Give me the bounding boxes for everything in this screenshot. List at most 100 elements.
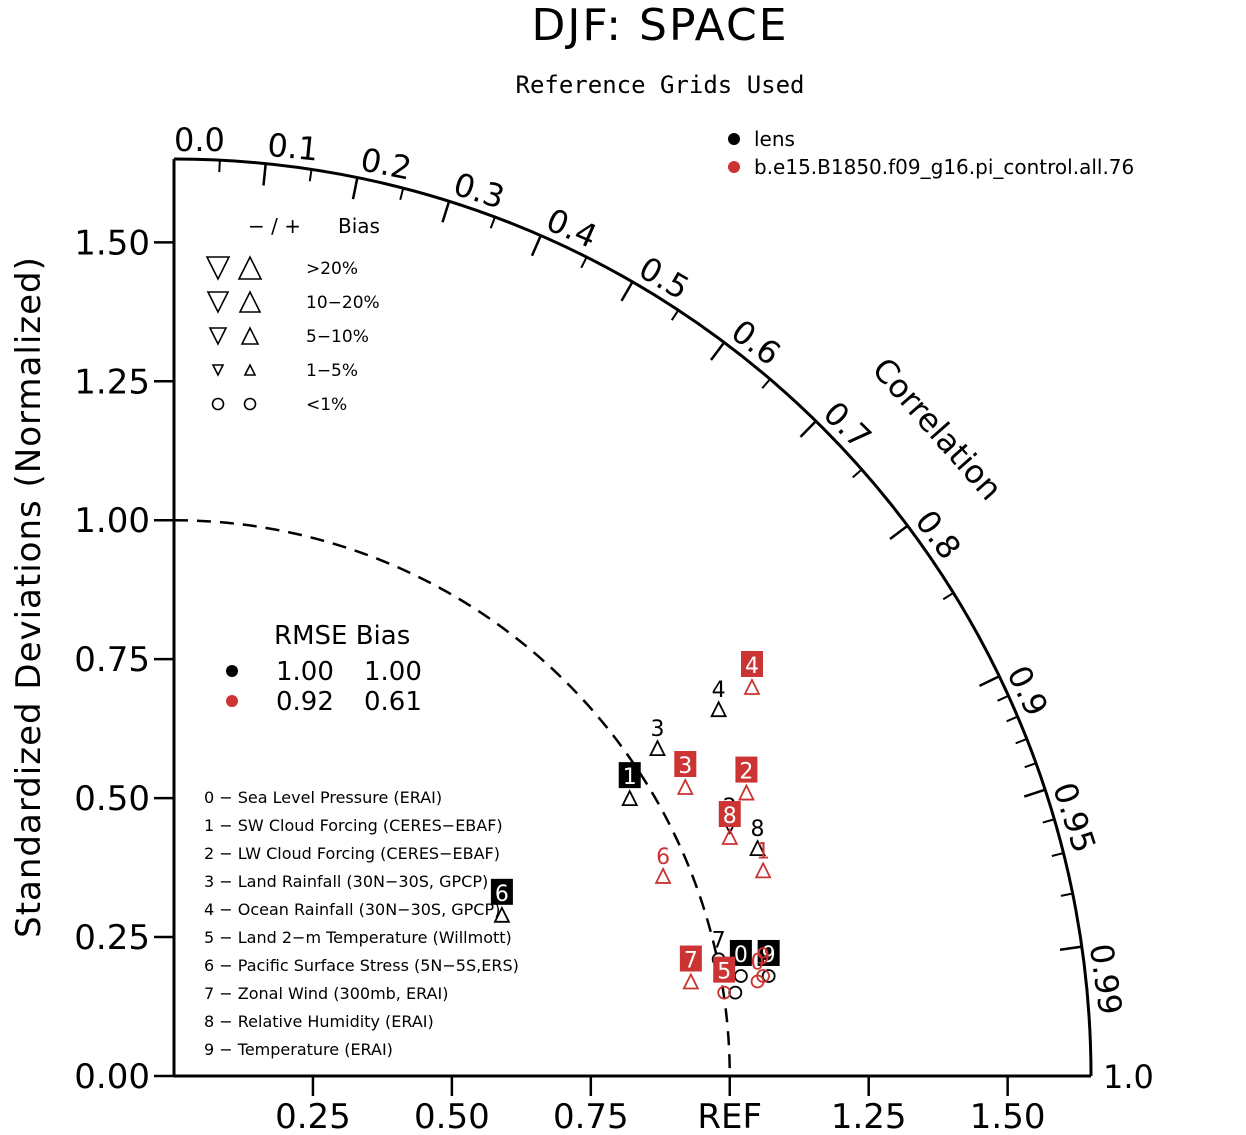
- bias-legend-row-label: >20%: [306, 259, 358, 279]
- point-marker: [654, 866, 672, 884]
- variable-entry: 6 − Pacific Surface Stress (5N−5S,ERS): [204, 956, 519, 975]
- legend-label: b.e15.B1850.f09_g16.pi_control.all.76: [754, 155, 1134, 179]
- y-tick-label: 0.50: [74, 779, 150, 819]
- rmse-row-dot: [226, 665, 238, 677]
- bias-down-triangle: [206, 291, 230, 314]
- chart-title: DJF: SPACE: [531, 0, 788, 51]
- point-marker: [721, 828, 739, 845]
- y-tick-label: 1.50: [74, 223, 150, 263]
- point-label: 8: [723, 804, 737, 829]
- chart-subtitle: Reference Grids Used: [516, 71, 805, 99]
- variable-entry: 1 − SW Cloud Forcing (CERES−EBAF): [204, 816, 503, 835]
- point-marker: [761, 969, 776, 983]
- corr-major-tick: [889, 524, 909, 540]
- point-label: 0: [734, 943, 748, 968]
- bias-up-triangle: [237, 255, 263, 280]
- bias-legend-row-label: 1−5%: [306, 361, 358, 381]
- axes: 0.000.250.500.751.001.251.500.25 0.50 0.75…: [74, 157, 1093, 1135]
- point-label-box: [713, 956, 736, 983]
- correlation-axis-label: Correlation: [865, 350, 1010, 507]
- point-label: 8: [751, 817, 765, 842]
- corr-minor-tick: [489, 216, 496, 229]
- corr-minor-tick: [1051, 852, 1064, 857]
- bias-legend-row-label: <1%: [306, 395, 347, 415]
- corr-major-tick: [530, 235, 542, 257]
- y-tick-label: 0.25: [74, 918, 150, 958]
- point-label-box: [729, 939, 752, 966]
- point-label: 5: [717, 960, 731, 985]
- corr-minor-tick: [218, 160, 221, 173]
- bias-down-triangle: [208, 327, 228, 346]
- point-label-box: [718, 801, 741, 828]
- legend-dot: [728, 161, 740, 173]
- corr-minor-tick: [1024, 762, 1037, 769]
- y-tick-label: 0.00: [74, 1057, 150, 1097]
- bias-legend-row-label: 10−20%: [306, 293, 380, 313]
- y-tick-label: 1.00: [74, 501, 150, 541]
- corr-minor-tick: [399, 187, 405, 200]
- x-tick-label: 1.25: [831, 1097, 907, 1135]
- variable-entry: 0 − Sea Level Pressure (ERAI): [204, 788, 442, 807]
- point-label: 1: [756, 839, 770, 864]
- point-marker: [743, 677, 761, 695]
- corr-minor-tick: [580, 256, 588, 269]
- point-label: 7: [684, 949, 698, 974]
- bias-value: 0.61: [364, 687, 422, 717]
- point-marker: [717, 985, 732, 1000]
- rmse-value: 0.92: [276, 687, 334, 717]
- point-label: 6: [656, 845, 670, 870]
- legend-dot: [728, 133, 740, 145]
- bias-up-triangle: [240, 326, 260, 345]
- y-axis-label: Standardized Deviations (Normalized): [9, 256, 49, 938]
- rmse-value: 1.00: [276, 657, 334, 687]
- x-tick-label: 0.75: [553, 1097, 629, 1135]
- corr-tick-label: 0.4: [541, 201, 603, 256]
- bias-legend-sign: − / +: [248, 214, 301, 238]
- bias-circle: [211, 397, 225, 411]
- bias-down-triangle: [211, 364, 225, 377]
- outer-arc: [173, 157, 1093, 1077]
- point-label: 0: [751, 951, 765, 976]
- corr-minor-tick: [1006, 715, 1019, 723]
- corr-tick-label: 0.3: [449, 165, 509, 217]
- point-marker: [710, 700, 728, 718]
- x-tick-label: 0.25: [275, 1097, 351, 1135]
- point-label: 3: [651, 717, 665, 742]
- corr-major-tick: [262, 163, 267, 186]
- point-marker: [756, 969, 771, 983]
- point-marker: [649, 739, 666, 757]
- point-marker: [676, 777, 694, 795]
- series-legend: lens b.e15.B1850.f09_g16.pi_control.all.7…: [728, 127, 1134, 179]
- bias-value: 1.00: [364, 657, 422, 687]
- point-marker: [737, 783, 755, 801]
- corr-major-tick: [620, 281, 634, 302]
- variable-entry: 2 − LW Cloud Forcing (CERES−EBAF): [204, 844, 500, 863]
- corr-minor-tick: [670, 309, 680, 321]
- corr-minor-tick: [1015, 738, 1028, 745]
- point-label: 2: [739, 760, 753, 785]
- bias-legend: − / + Bias >20% 10−20% 5−10% 1−5% <1%: [205, 214, 380, 415]
- corr-tick-label: 1.0: [1103, 1058, 1154, 1096]
- variable-entry: 9 − Temperature (ERAI): [204, 1040, 393, 1059]
- point-label-box: [740, 650, 763, 677]
- corr-tick-label: 0.0: [174, 121, 225, 159]
- point-label-box: [735, 756, 758, 783]
- point-label: 6: [495, 882, 509, 907]
- variable-entry: 8 − Relative Humidity (ERAI): [204, 1012, 434, 1031]
- point-label: 9: [756, 945, 770, 970]
- variable-entry: 7 − Zonal Wind (300mb, ERAI): [204, 984, 448, 1003]
- point-label-box: [757, 939, 780, 966]
- bias-circle: [243, 397, 257, 411]
- rmse-table-header: RMSE Bias: [274, 621, 410, 651]
- corr-minor-tick: [1042, 818, 1055, 824]
- corr-tick-label: 0.8: [908, 503, 969, 567]
- corr-major-tick: [710, 341, 726, 361]
- point-label-box: [674, 751, 697, 778]
- corr-major-tick: [1023, 788, 1046, 798]
- corr-tick-label: 0.6: [724, 312, 788, 373]
- bias-down-triangle: [205, 256, 231, 281]
- x-tick-label: 1.50: [970, 1097, 1046, 1135]
- point-label: 4: [745, 654, 759, 679]
- point-marker: [493, 905, 511, 923]
